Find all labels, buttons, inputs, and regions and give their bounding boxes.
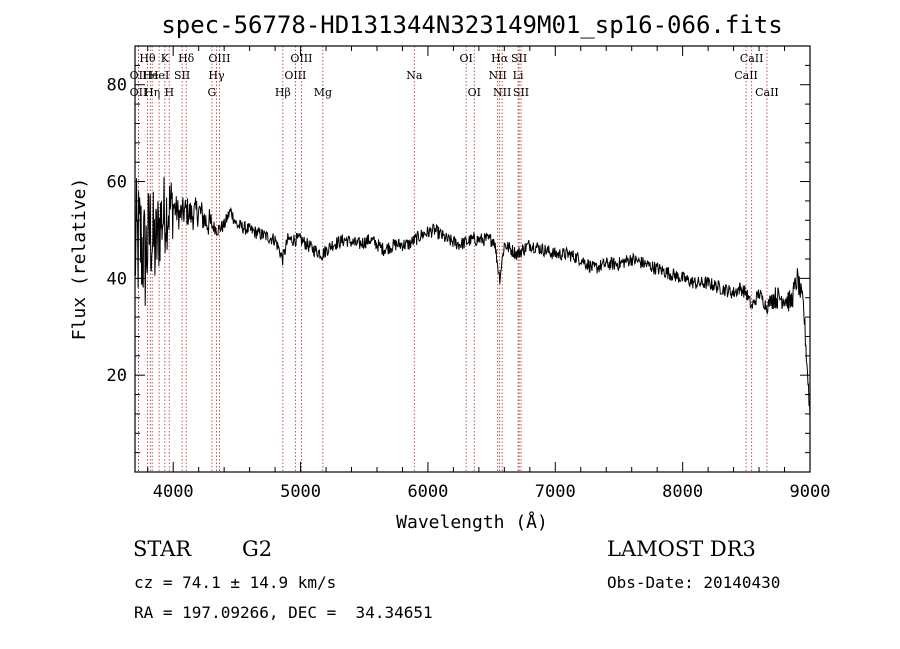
x-axis: 4000 5000 6000 7000 8000 9000 <box>147 46 831 502</box>
y-axis-label: Flux (relative) <box>69 178 90 341</box>
x-tick-label-7000: 7000 <box>535 482 576 502</box>
line-label-17: Na <box>406 69 423 82</box>
y-tick-label-40: 40 <box>107 269 127 289</box>
line-label-25: SII <box>513 86 529 99</box>
line-label-6: H <box>164 86 174 99</box>
line-label-26: CaII <box>740 52 764 65</box>
line-label-16: Mg <box>314 86 332 99</box>
flux-line <box>134 176 811 418</box>
y-tick-label-20: 20 <box>107 366 127 386</box>
line-label-0: OII <box>130 69 148 82</box>
line-label-21: SII <box>511 52 527 65</box>
line-label-10: OIII <box>208 52 230 65</box>
object-subclass: G2 <box>242 537 273 561</box>
line-label-8: SII <box>174 69 190 82</box>
line-label-2: Hθ <box>139 52 156 65</box>
spectral-line-labels: OII OII Hθ He Hη K H HeI SII Hδ OIII Hγ G Hβ OIII OIII M… <box>130 52 779 99</box>
plot-frame <box>134 45 811 473</box>
line-label-12: G <box>208 86 217 99</box>
line-label-7: HeI <box>149 69 169 82</box>
object-class: STAR <box>133 537 192 561</box>
line-label-18: OI <box>459 52 472 65</box>
line-label-22: NII <box>489 69 507 82</box>
line-label-11: Hγ <box>208 69 225 82</box>
line-label-19: OI <box>468 86 481 99</box>
line-label-27: CaII <box>734 69 758 82</box>
flux-series <box>134 176 811 418</box>
line-label-5: K <box>161 52 170 65</box>
line-label-4: Hη <box>144 86 160 99</box>
line-label-1: OII <box>130 86 148 99</box>
line-label-23: Li <box>513 69 524 82</box>
y-tick-label-60: 60 <box>107 173 127 193</box>
coordinates: RA = 197.09266, DEC = 34.34651 <box>134 603 433 622</box>
cz-value: cz = 74.1 ± 14.9 km/s <box>134 573 337 592</box>
x-tick-label-4000: 4000 <box>153 482 194 502</box>
spectral-line-markers <box>138 46 768 472</box>
survey-name: LAMOST DR3 <box>607 537 756 561</box>
x-tick-label-8000: 8000 <box>662 482 703 502</box>
line-label-9: Hδ <box>178 52 195 65</box>
line-label-14: OIII <box>290 52 312 65</box>
y-tick-label-80: 80 <box>107 76 127 96</box>
line-label-3: He <box>142 69 158 82</box>
x-tick-label-5000: 5000 <box>280 482 321 502</box>
x-tick-label-6000: 6000 <box>407 482 448 502</box>
x-tick-label-9000: 9000 <box>790 482 831 502</box>
line-label-24: NII <box>493 86 511 99</box>
line-label-15: OIII <box>284 69 306 82</box>
chart-title: spec-56778-HD131344N323149M01_sp16-066.f… <box>161 11 782 39</box>
line-label-13: Hβ <box>275 86 291 99</box>
x-axis-label: Wavelength (Å) <box>396 511 548 533</box>
line-label-28: CaII <box>755 86 779 99</box>
line-label-20: Hα <box>491 52 509 65</box>
y-axis: 20 40 60 80 <box>107 45 810 454</box>
obs-date: Obs-Date: 20140430 <box>607 573 781 592</box>
